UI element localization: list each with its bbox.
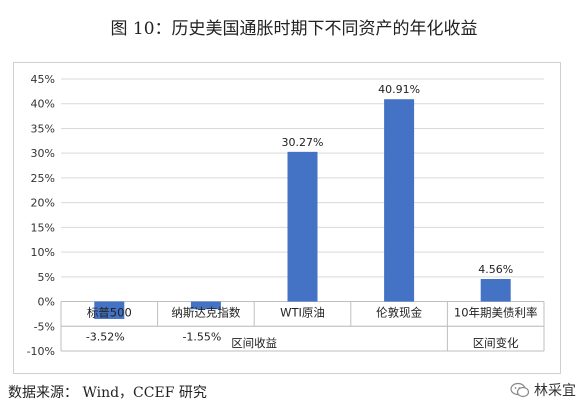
y-tick-label: -10% [27, 345, 55, 358]
category-label: 标普500 [87, 306, 132, 320]
source-note: 数据来源： Wind，CCEF 研究 [8, 385, 207, 401]
data-label: 4.56% [478, 263, 513, 276]
y-tick-label: 10% [31, 246, 55, 259]
y-tick-label: 45% [31, 73, 55, 86]
y-tick-label: 20% [31, 197, 55, 210]
watermark-text: 林采宜 [534, 383, 576, 399]
y-tick-label: -5% [34, 320, 55, 333]
y-tick-label: 25% [31, 172, 55, 185]
data-label: 40.91% [378, 83, 420, 96]
y-tick-label: 15% [31, 221, 55, 234]
chart-area: -10% -5% 0% 5% 10% 15% 20% 25% 30% 35% 40% 45% -3.52… [13, 62, 561, 374]
category-label: 纳斯达克指数 [171, 306, 240, 320]
bar [480, 278, 511, 302]
y-tick-label: 0% [38, 296, 55, 309]
y-tick-label: 5% [38, 271, 55, 284]
group-label: 区间变化 [473, 336, 519, 350]
data-label: -1.55% [182, 330, 221, 343]
bar [94, 301, 125, 319]
category-label: WTI原油 [280, 306, 325, 320]
category-label: 伦敦现金 [376, 306, 422, 320]
y-tick-label: 35% [31, 122, 55, 135]
figure-title: 图 10：历史美国通胀时期下不同资产的年化收益 [110, 19, 478, 39]
bar [384, 99, 415, 302]
bar [190, 301, 221, 310]
group-label: 区间收益 [231, 336, 277, 350]
watermark: 林采宜 [510, 380, 576, 400]
wechat-icon [510, 382, 530, 398]
bar-chart: -10% -5% 0% 5% 10% 15% 20% 25% 30% 35% 40% 45% -3.52… [27, 73, 545, 358]
category-label: 10年期美债利率 [454, 306, 538, 320]
y-tick-label: 40% [31, 98, 55, 111]
data-label: -3.52% [86, 330, 125, 343]
data-label: 30.27% [282, 136, 324, 149]
bar [287, 151, 318, 302]
y-tick-label: 30% [31, 147, 55, 160]
